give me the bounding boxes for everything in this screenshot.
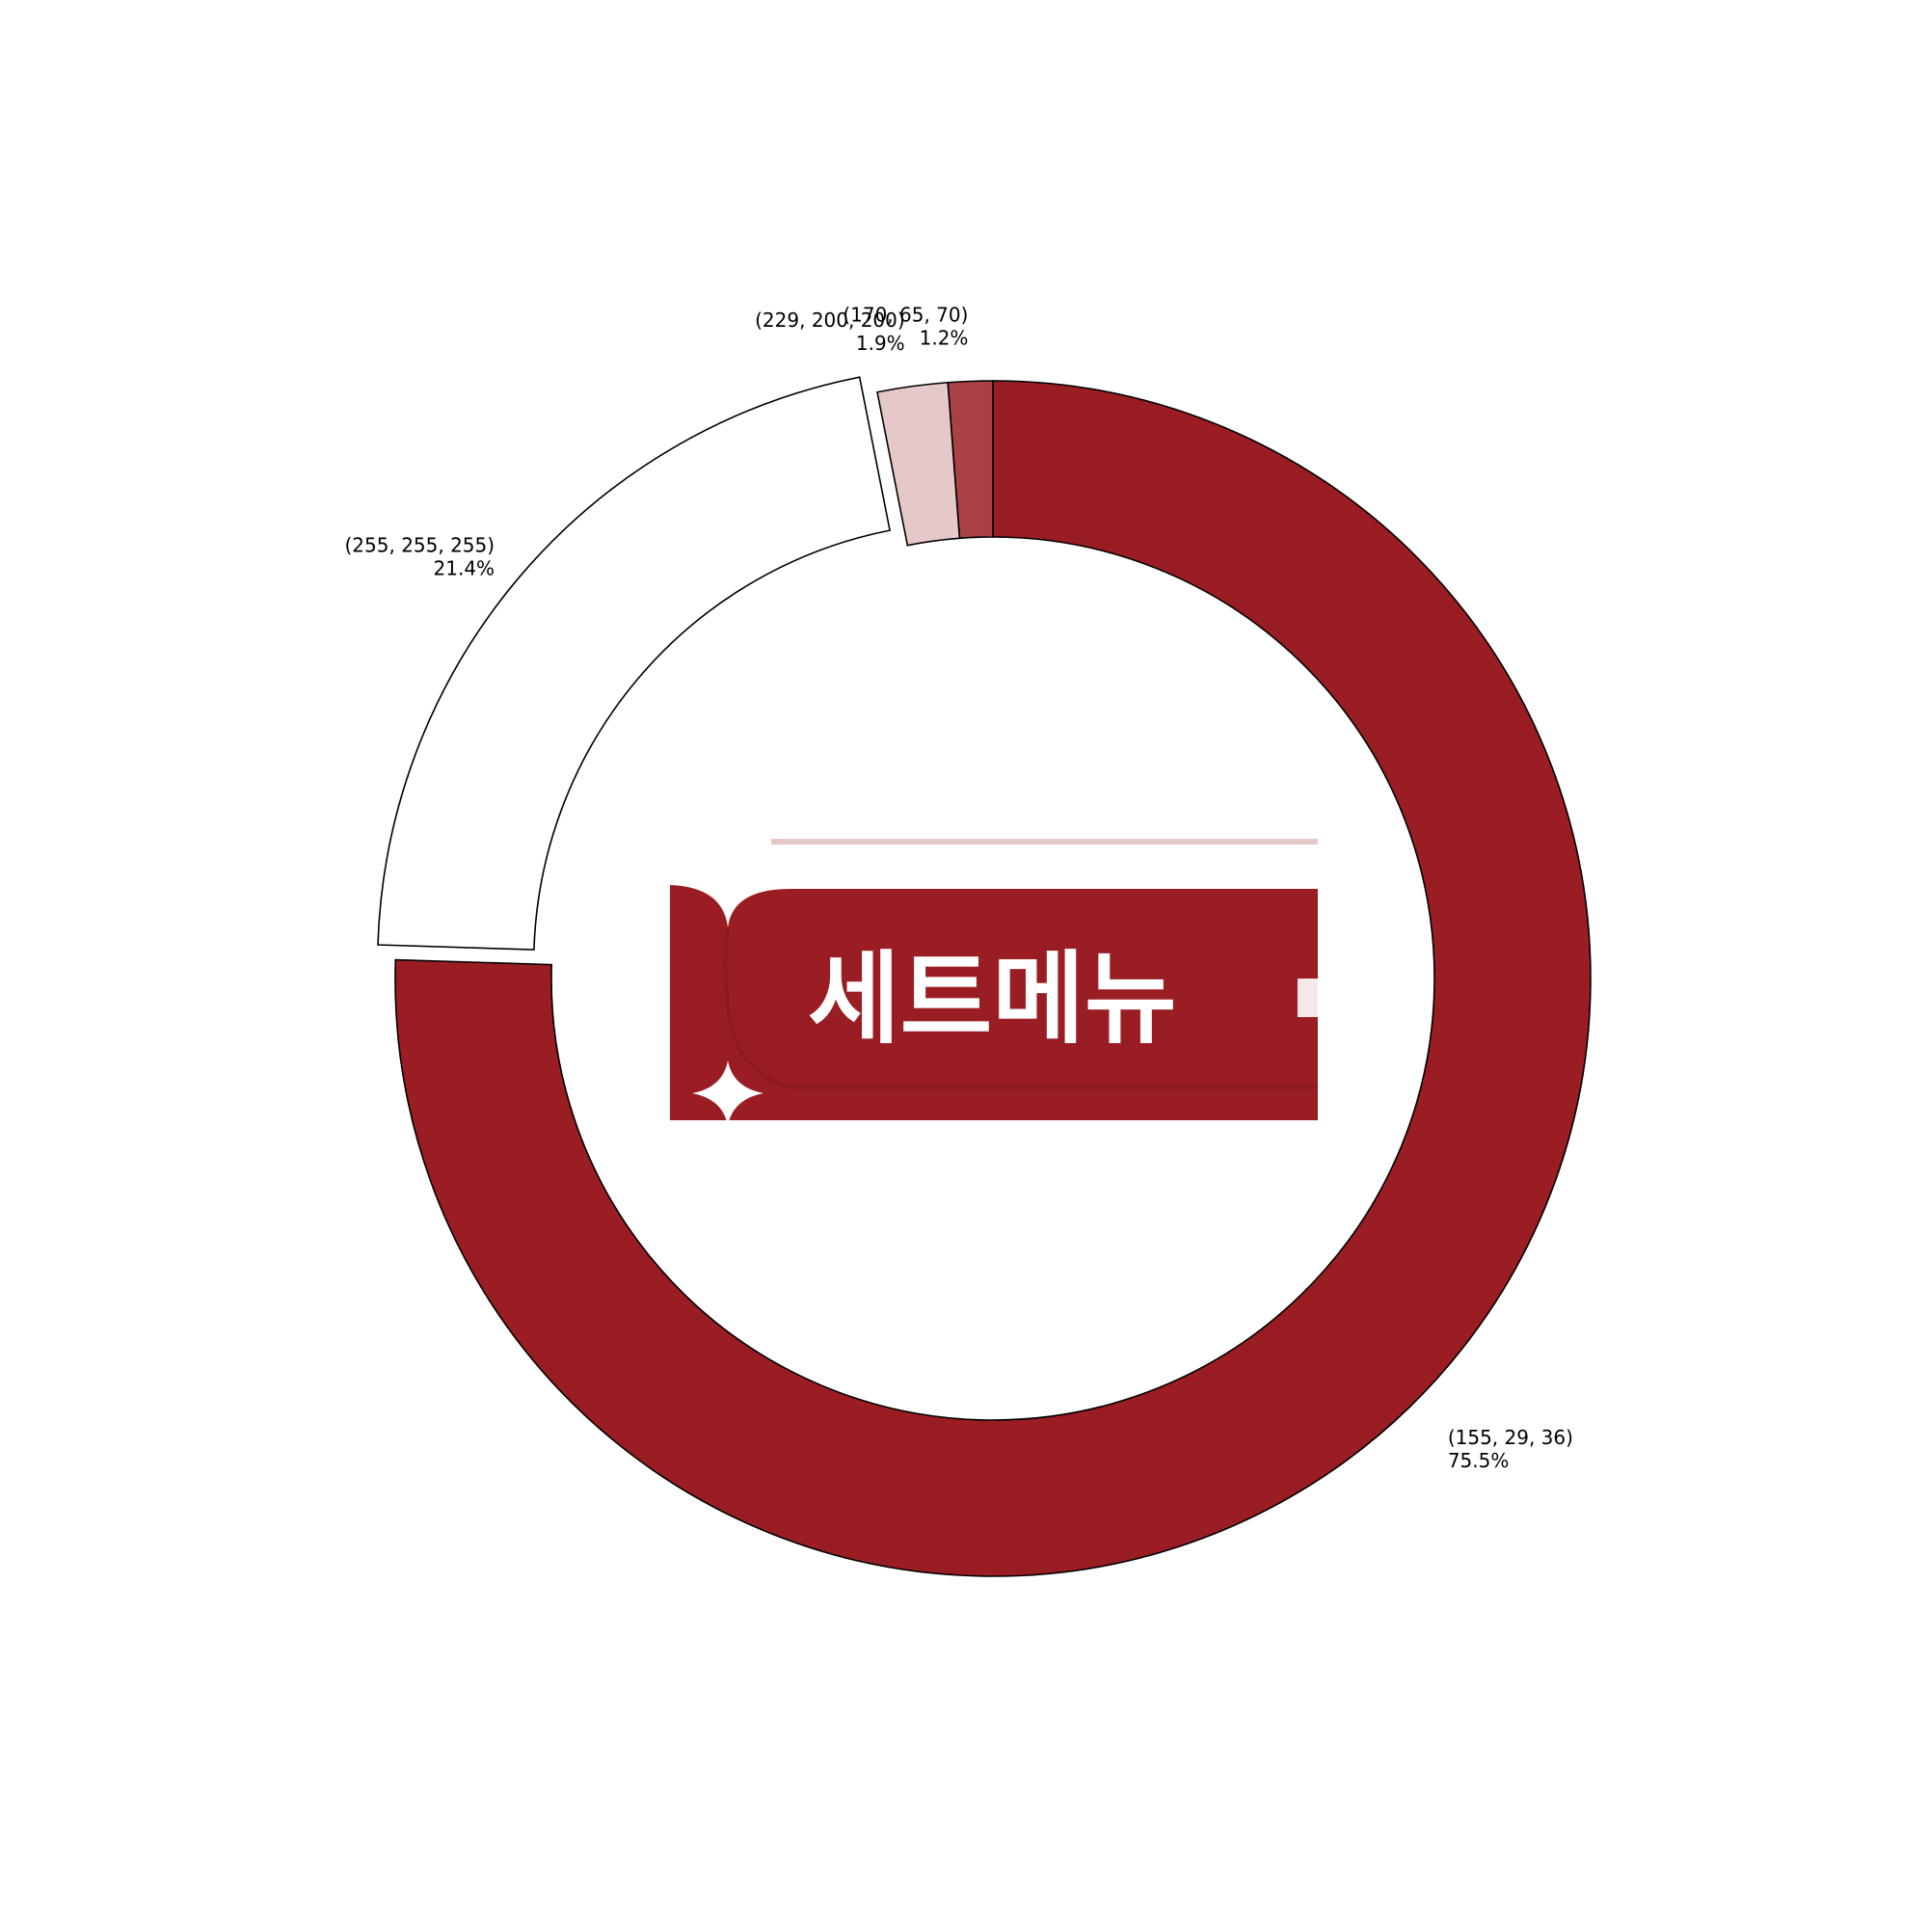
center-image-top-line	[771, 839, 1318, 845]
center-image-inner-panel-edge	[723, 926, 1318, 1089]
slices-layer	[377, 376, 1592, 1577]
donut-slice-170-65-70	[947, 380, 994, 540]
sparkle-icon	[692, 1060, 763, 1120]
donut-slice-155-29-36	[394, 380, 1592, 1577]
donut-slice-255-255-255	[377, 376, 891, 951]
slice-label-170-65-70: (170, 65, 70) 1.2%	[843, 303, 968, 349]
center-image-right-glyph-fragment	[1298, 979, 1318, 1017]
slice-label-155-29-36: (155, 29, 36) 75.5%	[1448, 1426, 1573, 1472]
donut-slice-229-200-200	[876, 381, 961, 547]
center-menu-image: 세트메뉴	[670, 839, 1318, 1120]
slice-label-229-200-200: (229, 200, 200) 1.9%	[755, 309, 905, 355]
slice-label-255-255-255: (255, 255, 255) 21.4%	[345, 533, 495, 579]
center-image-text: 세트메뉴	[808, 940, 1177, 1058]
labels-layer: (155, 29, 36) 75.5% (255, 255, 255) 21.4% (2…	[345, 303, 1573, 1471]
center-image-banner	[670, 885, 1318, 1120]
